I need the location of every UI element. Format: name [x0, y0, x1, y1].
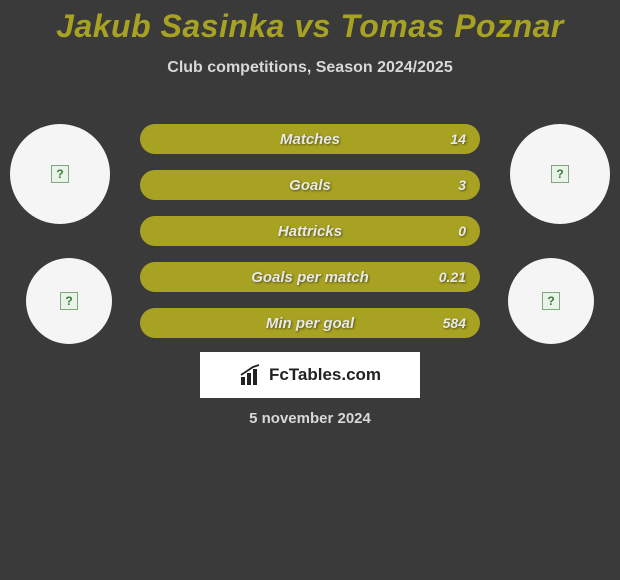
stat-bar: Matches 14 [140, 124, 480, 154]
image-placeholder-icon: ? [60, 292, 78, 310]
fctables-logo[interactable]: FcTables.com [200, 352, 420, 398]
player-avatar-top-right: ? [510, 124, 610, 224]
stat-label: Goals [289, 177, 331, 194]
player-avatar-top-left: ? [10, 124, 110, 224]
stat-bar: Goals 3 [140, 170, 480, 200]
stat-label: Hattricks [278, 223, 342, 240]
club-badge-bottom-right: ? [508, 258, 594, 344]
date-text: 5 november 2024 [0, 410, 620, 427]
page-title: Jakub Sasinka vs Tomas Poznar [0, 0, 620, 45]
logo-text: FcTables.com [269, 365, 381, 385]
subtitle: Club competitions, Season 2024/2025 [0, 59, 620, 77]
stat-value: 0 [458, 223, 466, 239]
stat-value: 0.21 [439, 269, 466, 285]
image-placeholder-icon: ? [51, 165, 69, 183]
stat-value: 584 [443, 315, 466, 331]
stat-label: Min per goal [266, 315, 354, 332]
stat-value: 3 [458, 177, 466, 193]
stat-bar: Goals per match 0.21 [140, 262, 480, 292]
stat-label: Matches [280, 131, 340, 148]
stat-bar: Hattricks 0 [140, 216, 480, 246]
image-placeholder-icon: ? [542, 292, 560, 310]
stat-value: 14 [450, 131, 466, 147]
image-placeholder-icon: ? [551, 165, 569, 183]
club-badge-bottom-left: ? [26, 258, 112, 344]
bar-chart-icon [239, 363, 263, 387]
stat-label: Goals per match [251, 269, 369, 286]
stats-bars: Matches 14 Goals 3 Hattricks 0 Goals per… [140, 124, 480, 354]
stat-bar: Min per goal 584 [140, 308, 480, 338]
